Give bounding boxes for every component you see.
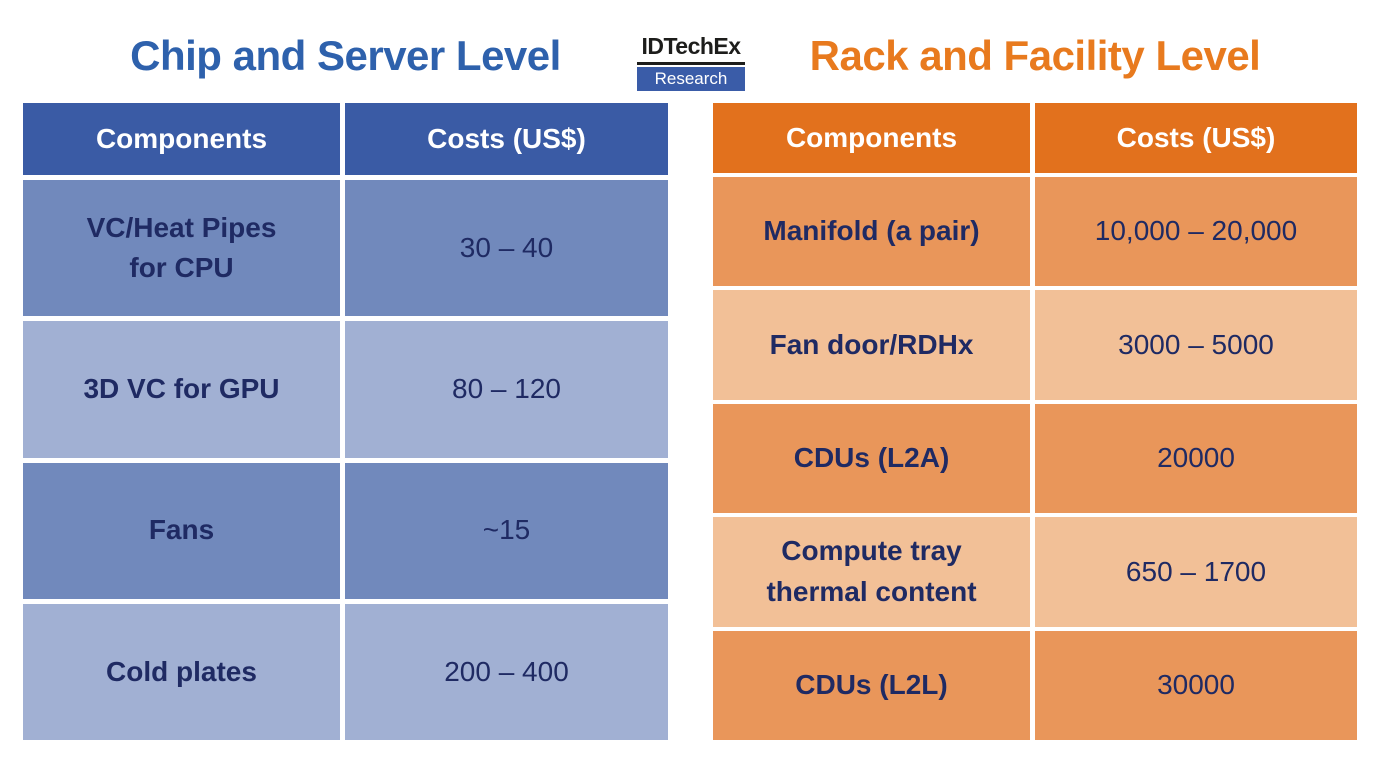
table-row: VC/Heat Pipes for CPU 30 – 40 [23,180,668,317]
table-row: CDUs (L2A) 20000 [713,403,1357,514]
chip-server-title: Chip and Server Level [130,32,561,79]
chip-server-table: Components Costs (US$) VC/Heat Pipes for… [23,103,668,740]
table-row: CDUs (L2L) 30000 [713,630,1357,741]
table-header-row: Components Costs (US$) [713,103,1357,173]
rack-facility-title: Rack and Facility Level [809,32,1261,79]
cost-cell: 30 – 40 [345,180,668,317]
cost-cell: 80 – 120 [345,321,668,458]
cost-cell: 30000 [1035,630,1357,741]
column-header-components: Components [713,103,1030,173]
table-row: Manifold (a pair) 10,000 – 20,000 [713,177,1357,287]
component-cell: Fan door/RDHx [713,290,1030,400]
component-cell: Cold plates [23,603,340,740]
table-row: 3D VC for GPU 80 – 120 [23,321,668,458]
cost-cell: 10,000 – 20,000 [1035,177,1357,287]
column-header-components: Components [23,103,340,175]
table-row: Fan door/RDHx 3000 – 5000 [713,290,1357,400]
cost-cell: 20000 [1035,403,1357,514]
component-cell: 3D VC for GPU [23,321,340,458]
cost-cell: 200 – 400 [345,603,668,740]
table-header-row: Components Costs (US$) [23,103,668,175]
column-header-costs: Costs (US$) [345,103,668,175]
table-row: Fans ~15 [23,462,668,599]
idtechex-logo: IDTechEx Research [637,33,745,91]
component-cell: CDUs (L2L) [713,630,1030,741]
column-header-costs: Costs (US$) [1035,103,1357,173]
logo-division-text: Research [637,67,745,91]
component-cell: VC/Heat Pipes for CPU [23,180,340,317]
component-cell: Fans [23,462,340,599]
logo-brand-text: IDTechEx [637,33,745,65]
table-row: Cold plates 200 – 400 [23,603,668,740]
component-cell: Manifold (a pair) [713,177,1030,287]
component-cell: Compute tray thermal content [713,517,1030,627]
component-cell: CDUs (L2A) [713,403,1030,514]
cost-cell: 650 – 1700 [1035,517,1357,627]
rack-facility-table: Components Costs (US$) Manifold (a pair)… [713,103,1357,741]
table-row: Compute tray thermal content 650 – 1700 [713,517,1357,627]
cost-cell: ~15 [345,462,668,599]
cost-cell: 3000 – 5000 [1035,290,1357,400]
